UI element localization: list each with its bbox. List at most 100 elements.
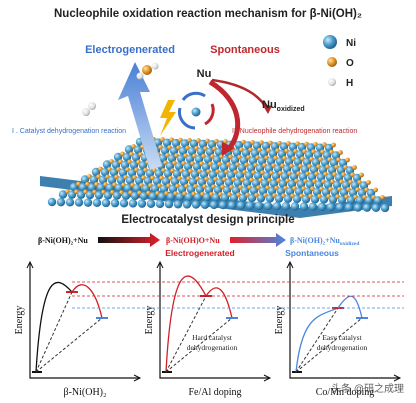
ni-atom (188, 177, 198, 187)
ni-atom (173, 200, 183, 209)
ni-atom (207, 140, 217, 149)
ni-atom (185, 154, 195, 164)
energy-curve (205, 287, 233, 319)
ni-atom (232, 148, 242, 157)
ni-atom (265, 194, 275, 203)
ni-atom (247, 193, 257, 203)
guide (35, 291, 73, 373)
ni-atom (67, 190, 77, 199)
ni-atom (337, 195, 347, 204)
ni-atom (221, 155, 231, 165)
ni-atom (133, 145, 143, 154)
panel-note: Easy catalyst (322, 333, 362, 342)
o-atom (359, 172, 364, 178)
axis (289, 262, 400, 379)
ni-atom (263, 201, 273, 211)
section-title: Electrocatalyst design principle (121, 214, 294, 226)
ni-atom (175, 192, 185, 201)
x-axis-label: Fe/Al doping (188, 387, 241, 398)
axis (29, 262, 140, 379)
ni-atom (179, 177, 189, 186)
atom (142, 65, 152, 75)
subscript: oxidized (340, 241, 360, 247)
ni-atom (123, 183, 133, 193)
ni-atom (107, 175, 117, 185)
label: Electrogenerated (85, 44, 175, 56)
watermark: 头条 @研之成理 (331, 382, 404, 395)
ni-atom (137, 199, 147, 208)
legend-o (327, 57, 337, 67)
atom (136, 72, 144, 80)
gradient-arrow (230, 233, 286, 247)
ni-atom (244, 171, 254, 180)
ni-atom (159, 184, 169, 194)
label: II. Nucleophile dehydrogenation reaction (232, 128, 357, 135)
ni-atom (148, 192, 158, 201)
ni-atom (256, 194, 266, 203)
ni-atom (114, 183, 124, 193)
ni-atom (158, 153, 168, 163)
o-atom (380, 195, 385, 200)
ni-atom (199, 170, 209, 179)
ni-atom (164, 199, 174, 209)
ni-atom (105, 183, 115, 192)
guide (165, 317, 233, 373)
ni-atom (96, 183, 106, 192)
ni-atom (138, 161, 148, 170)
ni-atom (131, 153, 141, 162)
state-label: β-Ni(OH)₂+Nuoxidized (290, 236, 359, 247)
o-atom (352, 165, 357, 170)
energy-curve (337, 295, 363, 319)
ni-atom (98, 175, 108, 185)
label: β-Ni(OH)₂+Nu (290, 236, 340, 245)
label: Nu (197, 68, 212, 80)
legend-ni (323, 35, 337, 49)
ni-atom (283, 194, 293, 203)
ni-atom (113, 152, 123, 162)
ni-atom (222, 185, 232, 195)
o-atom (373, 187, 378, 193)
ni-atom (326, 202, 336, 212)
ni-atom (200, 200, 210, 209)
state-label: β-Ni(OH)₂+Nu (38, 236, 88, 245)
ni-atom (214, 147, 224, 157)
x-axis-label: Co/Mn doping (316, 387, 375, 398)
red-arrow (208, 79, 241, 152)
ni-atom (100, 168, 110, 177)
ni-atom (134, 176, 144, 185)
ni-atom (69, 182, 79, 192)
ni-atom (127, 168, 137, 178)
ni-atom (89, 175, 99, 184)
ni-atom (203, 155, 213, 164)
ni-atom (58, 190, 68, 199)
ni-atom (362, 203, 372, 212)
ni-atom (346, 195, 356, 205)
x-axis-label: β-Ni(OH)₂ (63, 387, 106, 398)
ni-atom (155, 199, 165, 209)
arrow-head (222, 142, 235, 156)
ni-atom (335, 202, 345, 212)
y-axis-label: Energy (274, 306, 285, 335)
axis-arrow (156, 260, 164, 269)
y-axis-label: Energy (14, 306, 25, 335)
ni-atom (118, 168, 128, 177)
ni-atom (238, 193, 248, 203)
catalyst-slab (40, 136, 392, 218)
ni-atom (210, 162, 220, 172)
ni-atom (230, 155, 240, 165)
ni-atom (171, 138, 181, 148)
ni-atom (218, 200, 228, 210)
ni-atom (224, 178, 234, 187)
gradient-arrow (98, 233, 160, 247)
ni-atom (124, 145, 134, 154)
ni-atom (189, 139, 199, 148)
label: Spontaneous (285, 248, 339, 258)
ni-atom (80, 175, 90, 184)
ni-atom (74, 198, 84, 207)
ni-atom (120, 160, 130, 170)
label: I . Catalyst dehydrogenation reaction (12, 128, 126, 135)
ni-atom (112, 191, 122, 200)
ni-atom (299, 202, 309, 211)
ni-atom (169, 146, 179, 155)
